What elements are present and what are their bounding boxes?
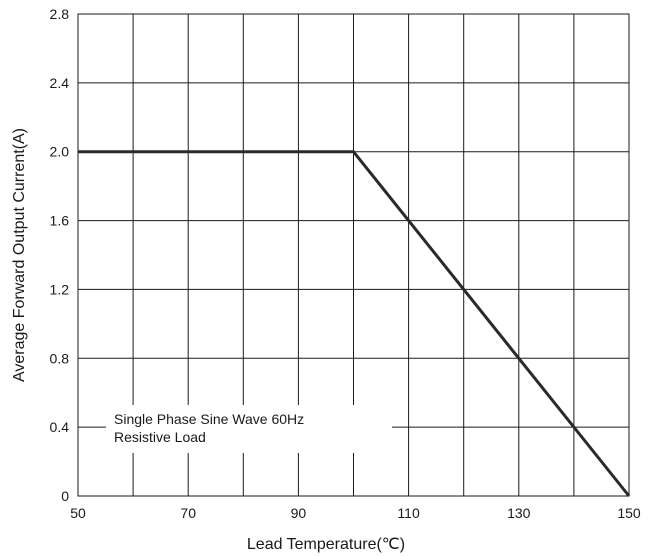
x-tick-label: 50 [70,505,86,521]
plot-frame [77,13,630,497]
x-tick-label: 130 [507,505,531,521]
x-tick-label: 150 [617,505,641,521]
y-tick-label: 2.4 [50,75,70,91]
y-tick-labels: 0 0.4 0.8 1.2 1.6 2.0 2.4 2.8 [50,6,70,504]
y-tick-label: 2.0 [50,144,70,160]
x-tick-labels: 50 70 90 110 130 150 [70,505,641,521]
series-line [78,150,631,497]
y-axis-label: Average Forward Output Current(A) [11,128,28,382]
annotation-line-1: Single Phase Sine Wave 60Hz [114,411,304,427]
y-tick-label: 1.6 [50,213,70,229]
y-tick-label: 0.4 [50,419,70,435]
annotation-background [106,405,392,453]
x-tick-label: 110 [397,505,420,521]
series-group [78,150,631,497]
y-tick-label: 1.2 [50,281,70,297]
y-tick-label: 0.8 [50,350,70,366]
annotation-line-2: Resistive Load [114,429,206,445]
x-axis-label: Lead Temperature(℃) [247,536,405,553]
x-tick-label: 90 [291,505,307,521]
y-tick-label: 0 [61,488,69,504]
x-tick-label: 70 [180,505,196,521]
y-tick-label: 2.8 [50,6,70,22]
